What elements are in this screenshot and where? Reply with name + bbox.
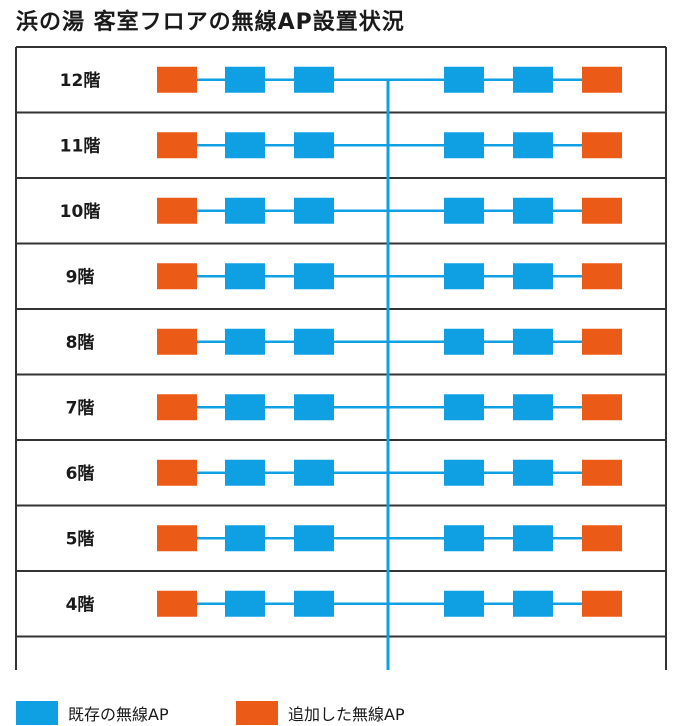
floor-label: 8階	[66, 333, 95, 353]
added-ap-box	[157, 197, 197, 224]
existing-ap-box	[444, 525, 484, 552]
existing-ap-box	[513, 328, 553, 355]
existing-ap-box	[513, 66, 553, 93]
added-ap-box	[582, 328, 622, 355]
legend-added-label: 追加した無線AP	[288, 705, 405, 724]
existing-ap-box	[225, 132, 265, 159]
added-ap-box	[582, 66, 622, 93]
existing-ap-box	[513, 394, 553, 421]
added-ap-box	[582, 525, 622, 552]
existing-ap-box	[444, 590, 484, 617]
existing-ap-box	[294, 525, 334, 552]
floor-label: 11階	[60, 136, 101, 156]
existing-ap-box	[294, 263, 334, 290]
added-ap-box	[157, 66, 197, 93]
added-ap-box	[157, 590, 197, 617]
added-ap-box	[157, 263, 197, 290]
existing-ap-box	[294, 66, 334, 93]
added-ap-box	[157, 459, 197, 486]
existing-ap-box	[513, 197, 553, 224]
existing-ap-box	[444, 66, 484, 93]
existing-ap-box	[225, 66, 265, 93]
existing-ap-box	[444, 132, 484, 159]
floor-label: 4階	[66, 595, 95, 615]
legend-existing: 既存の無線AP	[16, 700, 169, 726]
added-ap-box	[582, 590, 622, 617]
added-ap-box	[582, 394, 622, 421]
existing-ap-swatch	[16, 701, 58, 725]
added-ap-box	[157, 525, 197, 552]
floor-label: 10階	[60, 202, 101, 222]
floor-ap-diagram: 12階 11階 10階 9階 8階 7階 6階 5階 4階	[15, 46, 667, 670]
existing-ap-box	[225, 197, 265, 224]
existing-ap-box	[513, 590, 553, 617]
existing-ap-box	[294, 328, 334, 355]
existing-ap-box	[294, 132, 334, 159]
existing-ap-box	[225, 394, 265, 421]
existing-ap-box	[225, 263, 265, 290]
existing-ap-box	[444, 328, 484, 355]
added-ap-box	[582, 459, 622, 486]
existing-ap-box	[294, 197, 334, 224]
existing-ap-box	[513, 132, 553, 159]
added-ap-box	[157, 394, 197, 421]
existing-ap-box	[225, 525, 265, 552]
existing-ap-box	[444, 263, 484, 290]
floor-label: 7階	[66, 398, 95, 418]
floor-label: 12階	[60, 71, 101, 91]
existing-ap-box	[294, 394, 334, 421]
floor-label: 5階	[66, 529, 95, 549]
existing-ap-box	[225, 328, 265, 355]
page-title: 浜の湯 客室フロアの無線AP設置状況	[16, 10, 405, 35]
floor-label: 6階	[66, 464, 95, 484]
existing-ap-box	[444, 459, 484, 486]
existing-ap-box	[444, 394, 484, 421]
existing-ap-box	[513, 525, 553, 552]
added-ap-box	[157, 328, 197, 355]
added-ap-box	[157, 132, 197, 159]
floor-label: 9階	[66, 267, 95, 287]
added-ap-box	[582, 263, 622, 290]
added-ap-swatch	[236, 701, 278, 725]
legend-added: 追加した無線AP	[236, 700, 405, 726]
existing-ap-box	[513, 263, 553, 290]
added-ap-box	[582, 197, 622, 224]
added-ap-box	[582, 132, 622, 159]
legend-existing-label: 既存の無線AP	[68, 705, 169, 724]
existing-ap-box	[225, 459, 265, 486]
existing-ap-box	[513, 459, 553, 486]
existing-ap-box	[444, 197, 484, 224]
existing-ap-box	[225, 590, 265, 617]
existing-ap-box	[294, 590, 334, 617]
existing-ap-box	[294, 459, 334, 486]
